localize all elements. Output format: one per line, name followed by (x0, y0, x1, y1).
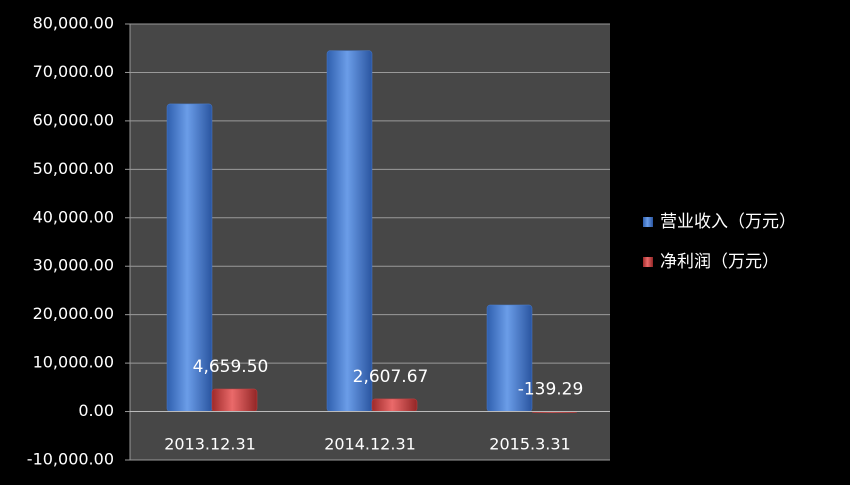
y-tick-label: 50,000.00 (33, 159, 114, 178)
x-tick-label: 2014.12.31 (324, 435, 416, 454)
y-tick-label: -10,000.00 (27, 450, 114, 469)
y-tick-label: 30,000.00 (33, 256, 114, 275)
y-tick-label: 80,000.00 (33, 14, 114, 33)
y-tick-label: 60,000.00 (33, 110, 114, 129)
x-tick-label: 2015.3.31 (489, 435, 570, 454)
value-label: 2,607.67 (353, 367, 429, 387)
legend-swatch (643, 217, 653, 227)
legend-label: 净利润（万元） (660, 252, 779, 272)
bar (371, 398, 418, 412)
y-tick-label: 20,000.00 (33, 304, 114, 323)
y-tick-label: 0.00 (78, 401, 114, 420)
legend-swatch (643, 257, 653, 267)
x-tick-label: 2013.12.31 (164, 435, 256, 454)
y-tick-label: 70,000.00 (33, 62, 114, 81)
bar (326, 50, 373, 412)
legend-label: 营业收入（万元） (660, 212, 796, 232)
y-tick-label: 40,000.00 (33, 207, 114, 226)
value-label: -139.29 (518, 380, 584, 400)
bar (211, 388, 258, 412)
value-label: 4,659.50 (193, 357, 269, 377)
y-tick-label: 10,000.00 (33, 353, 114, 372)
